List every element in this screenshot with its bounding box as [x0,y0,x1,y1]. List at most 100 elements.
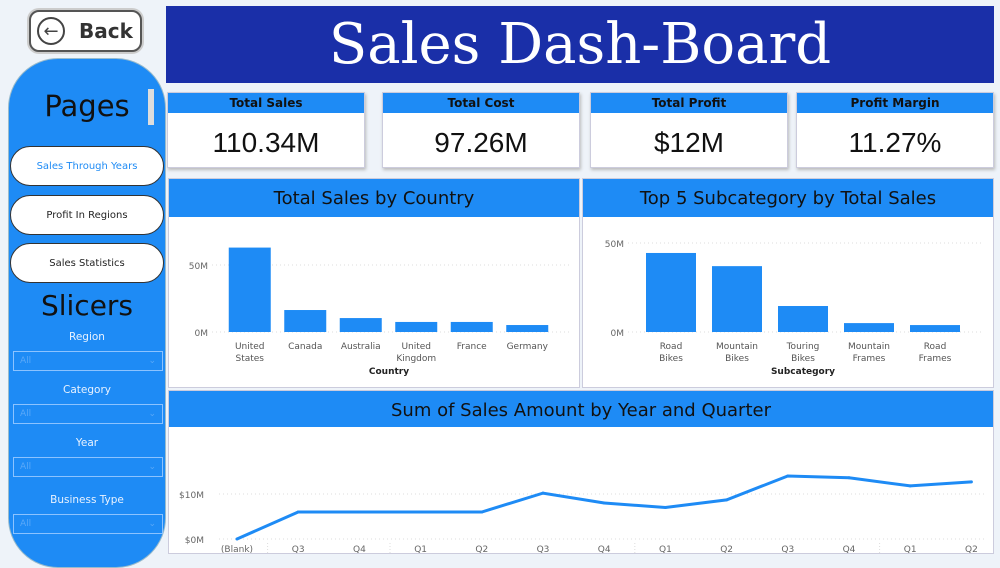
chevron-down-icon: ⌄ [148,409,156,419]
back-label: Back [79,19,133,43]
quarter-label: Q1 [659,545,672,553]
x-tick-label: Mountain [848,342,890,352]
bar [228,247,271,332]
slicer-category[interactable]: All ⌄ [13,404,163,424]
x-tick-label: States [235,354,264,364]
data-point [725,498,729,502]
nav-sales-through-years[interactable]: Sales Through Years [10,146,164,186]
kpi-label: Total Cost [383,93,579,113]
quarter-label: Q1 [414,545,427,553]
arrow-left-icon: ← [37,17,65,45]
bar [339,318,382,332]
y-tick-label: 50M [189,262,208,272]
bar [910,325,960,332]
x-tick-label: Road [924,342,947,352]
data-point [357,510,361,514]
kpi-value: 97.26M [434,127,528,158]
x-tick-label: France [457,342,487,352]
x-tick-label: Bikes [725,354,749,364]
quarter-label: Q2 [720,545,733,553]
bar [712,266,762,332]
slicer-value: All [20,462,32,472]
data-point [602,501,606,505]
sidebar: Pages Sales Through Years Profit In Regi… [8,58,166,568]
nav-profit-in-regions[interactable]: Profit In Regions [10,195,164,235]
kpi-label: Total Sales [168,93,364,113]
kpi-label: Total Profit [591,93,787,113]
slicer-value: All [20,356,32,366]
kpi-value: 110.34M [212,127,320,158]
quarter-line-chart: $0M$10M(Blank)Q3Q4Q1Q2Q3Q4Q1Q2Q3Q4Q1Q220… [179,474,984,568]
x-tick-label: Bikes [659,354,683,364]
sales-line [236,474,972,541]
kpi-value: $12M [653,127,725,158]
x-tick-label: Touring [786,342,820,352]
chart-title: Top 5 Subcategory by Total Sales [583,179,993,217]
quarter-chart-panel: Sum of Sales Amount by Year and Quarter … [168,390,994,568]
back-button[interactable]: ← Back [29,10,142,52]
scrollbar[interactable] [148,89,154,125]
chevron-down-icon: ⌄ [148,356,156,366]
x-tick-label: Germany [507,342,549,352]
kpi-label: Profit Margin [797,93,993,113]
quarter-label: Q4 [353,545,366,553]
chevron-down-icon: ⌄ [148,519,156,529]
subcategory-chart-panel: Top 5 Subcategory by Total Sales 0M 50M Ro… [582,178,994,388]
x-tick-label: Canada [288,342,322,352]
quarter-label: Q4 [843,545,856,553]
slicer-value: All [20,519,32,529]
x-tick-label: Frames [919,354,952,364]
x-tick-label: United [401,342,431,352]
kpi-total-profit: Total Profit $12M [590,92,788,168]
chevron-down-icon: ⌄ [148,462,156,472]
slicer-business-type[interactable]: All ⌄ [13,514,163,534]
y-tick-label: $10M [179,491,204,501]
x-axis-title: Subcategory [771,367,835,377]
bar [778,306,828,332]
data-point [847,476,851,480]
kpi-total-sales: Total Sales 110.34M [167,92,365,168]
y-tick-label: 0M [195,329,209,339]
x-tick-label: Kingdom [396,354,436,364]
data-point [786,474,790,478]
y-tick-label: 0M [611,329,625,339]
quarter-label: Q3 [781,545,794,553]
data-point [541,491,545,495]
kpi-value: 11.27% [848,127,942,158]
x-tick-label: Road [660,342,683,352]
data-point [419,510,423,514]
chart-title: Total Sales by Country [169,179,579,217]
slicer-label-region: Region [69,331,105,343]
country-chart-panel: Total Sales by Country 0M 50M United States… [168,178,580,388]
chart-title: Sum of Sales Amount by Year and Quarter [169,391,993,427]
data-point [480,510,484,514]
x-axis-title: Country [369,367,409,377]
slicer-region[interactable]: All ⌄ [13,351,163,371]
bar [646,252,696,332]
quarter-label: Q4 [598,545,611,553]
bar [506,325,549,332]
x-tick-label: Mountain [716,342,758,352]
quarter-label: Q3 [537,545,550,553]
subcategory-bar-chart: 0M 50M Road Bikes Mountain Bikes Touring Bikes M… [605,240,983,377]
pages-heading: Pages [44,89,130,123]
country-bar-chart: 0M 50M United States Canada Australia United Ki… [189,247,569,377]
bar [284,310,327,332]
kpi-total-cost: Total Cost 97.26M [382,92,580,168]
bar [844,323,894,332]
slicers-heading: Slicers [40,289,134,322]
data-point [296,510,300,514]
slicer-label-business-type: Business Type [50,494,124,506]
bar [450,321,493,332]
kpi-profit-margin: Profit Margin 11.27% [796,92,994,168]
x-tick-label: Australia [341,342,381,352]
quarter-label: Q2 [965,545,978,553]
slicer-year[interactable]: All ⌄ [13,457,163,477]
nav-sales-statistics[interactable]: Sales Statistics [10,243,164,283]
slicer-value: All [20,409,32,419]
quarter-label: Q2 [475,545,488,553]
quarter-label: Q1 [904,545,917,553]
quarter-label: Q3 [292,545,305,553]
y-tick-label: 50M [605,240,624,250]
page-title: Sales Dash-Board [166,6,994,83]
